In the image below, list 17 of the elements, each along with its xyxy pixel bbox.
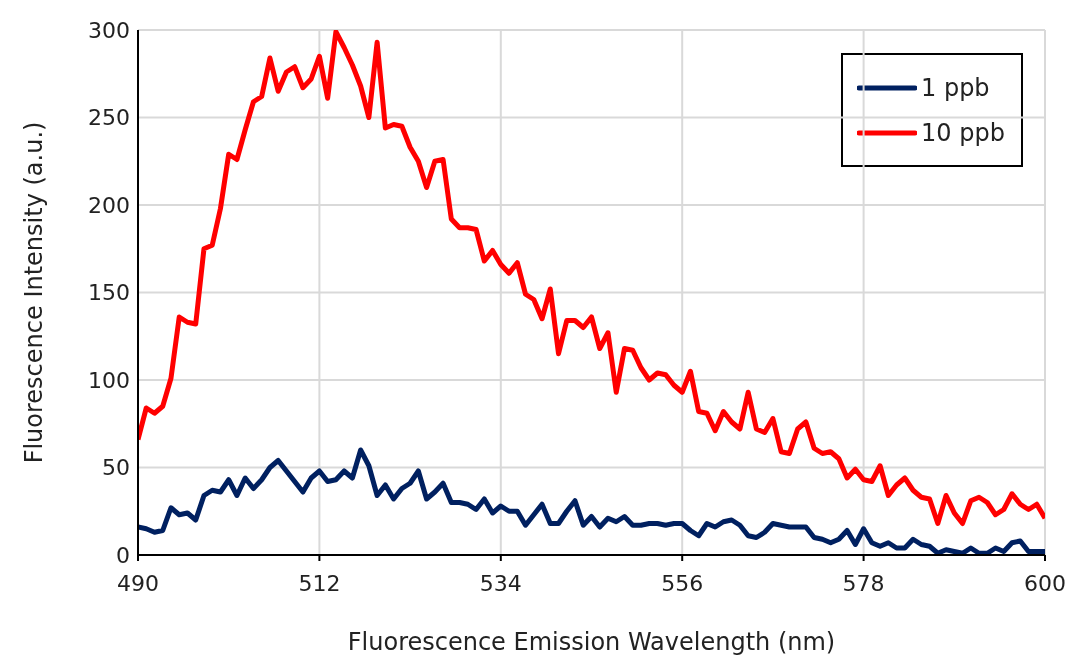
- x-tick-label: 534: [479, 570, 522, 596]
- y-tick-label: 100: [88, 367, 130, 393]
- x-tick-label: 512: [298, 570, 341, 596]
- y-tick-label: 50: [102, 455, 130, 481]
- x-axis-title: Fluorescence Emission Wavelength (nm): [347, 628, 836, 656]
- x-tick-label: 490: [117, 570, 159, 596]
- legend-label: 10 ppb: [921, 118, 1005, 147]
- y-tick-label: 0: [116, 542, 130, 568]
- y-tick-label: 250: [88, 105, 130, 131]
- y-tick-label: 150: [88, 280, 130, 306]
- y-tick-label: 200: [88, 192, 130, 218]
- y-tick-label: 300: [88, 17, 130, 43]
- x-tick-label: 556: [661, 570, 704, 596]
- x-tick-label: 600: [1024, 570, 1066, 596]
- x-tick-label: 578: [842, 570, 885, 596]
- legend-label: 1 ppb: [921, 73, 990, 102]
- y-axis-title: Fluorescence Intensity (a.u.): [19, 121, 48, 464]
